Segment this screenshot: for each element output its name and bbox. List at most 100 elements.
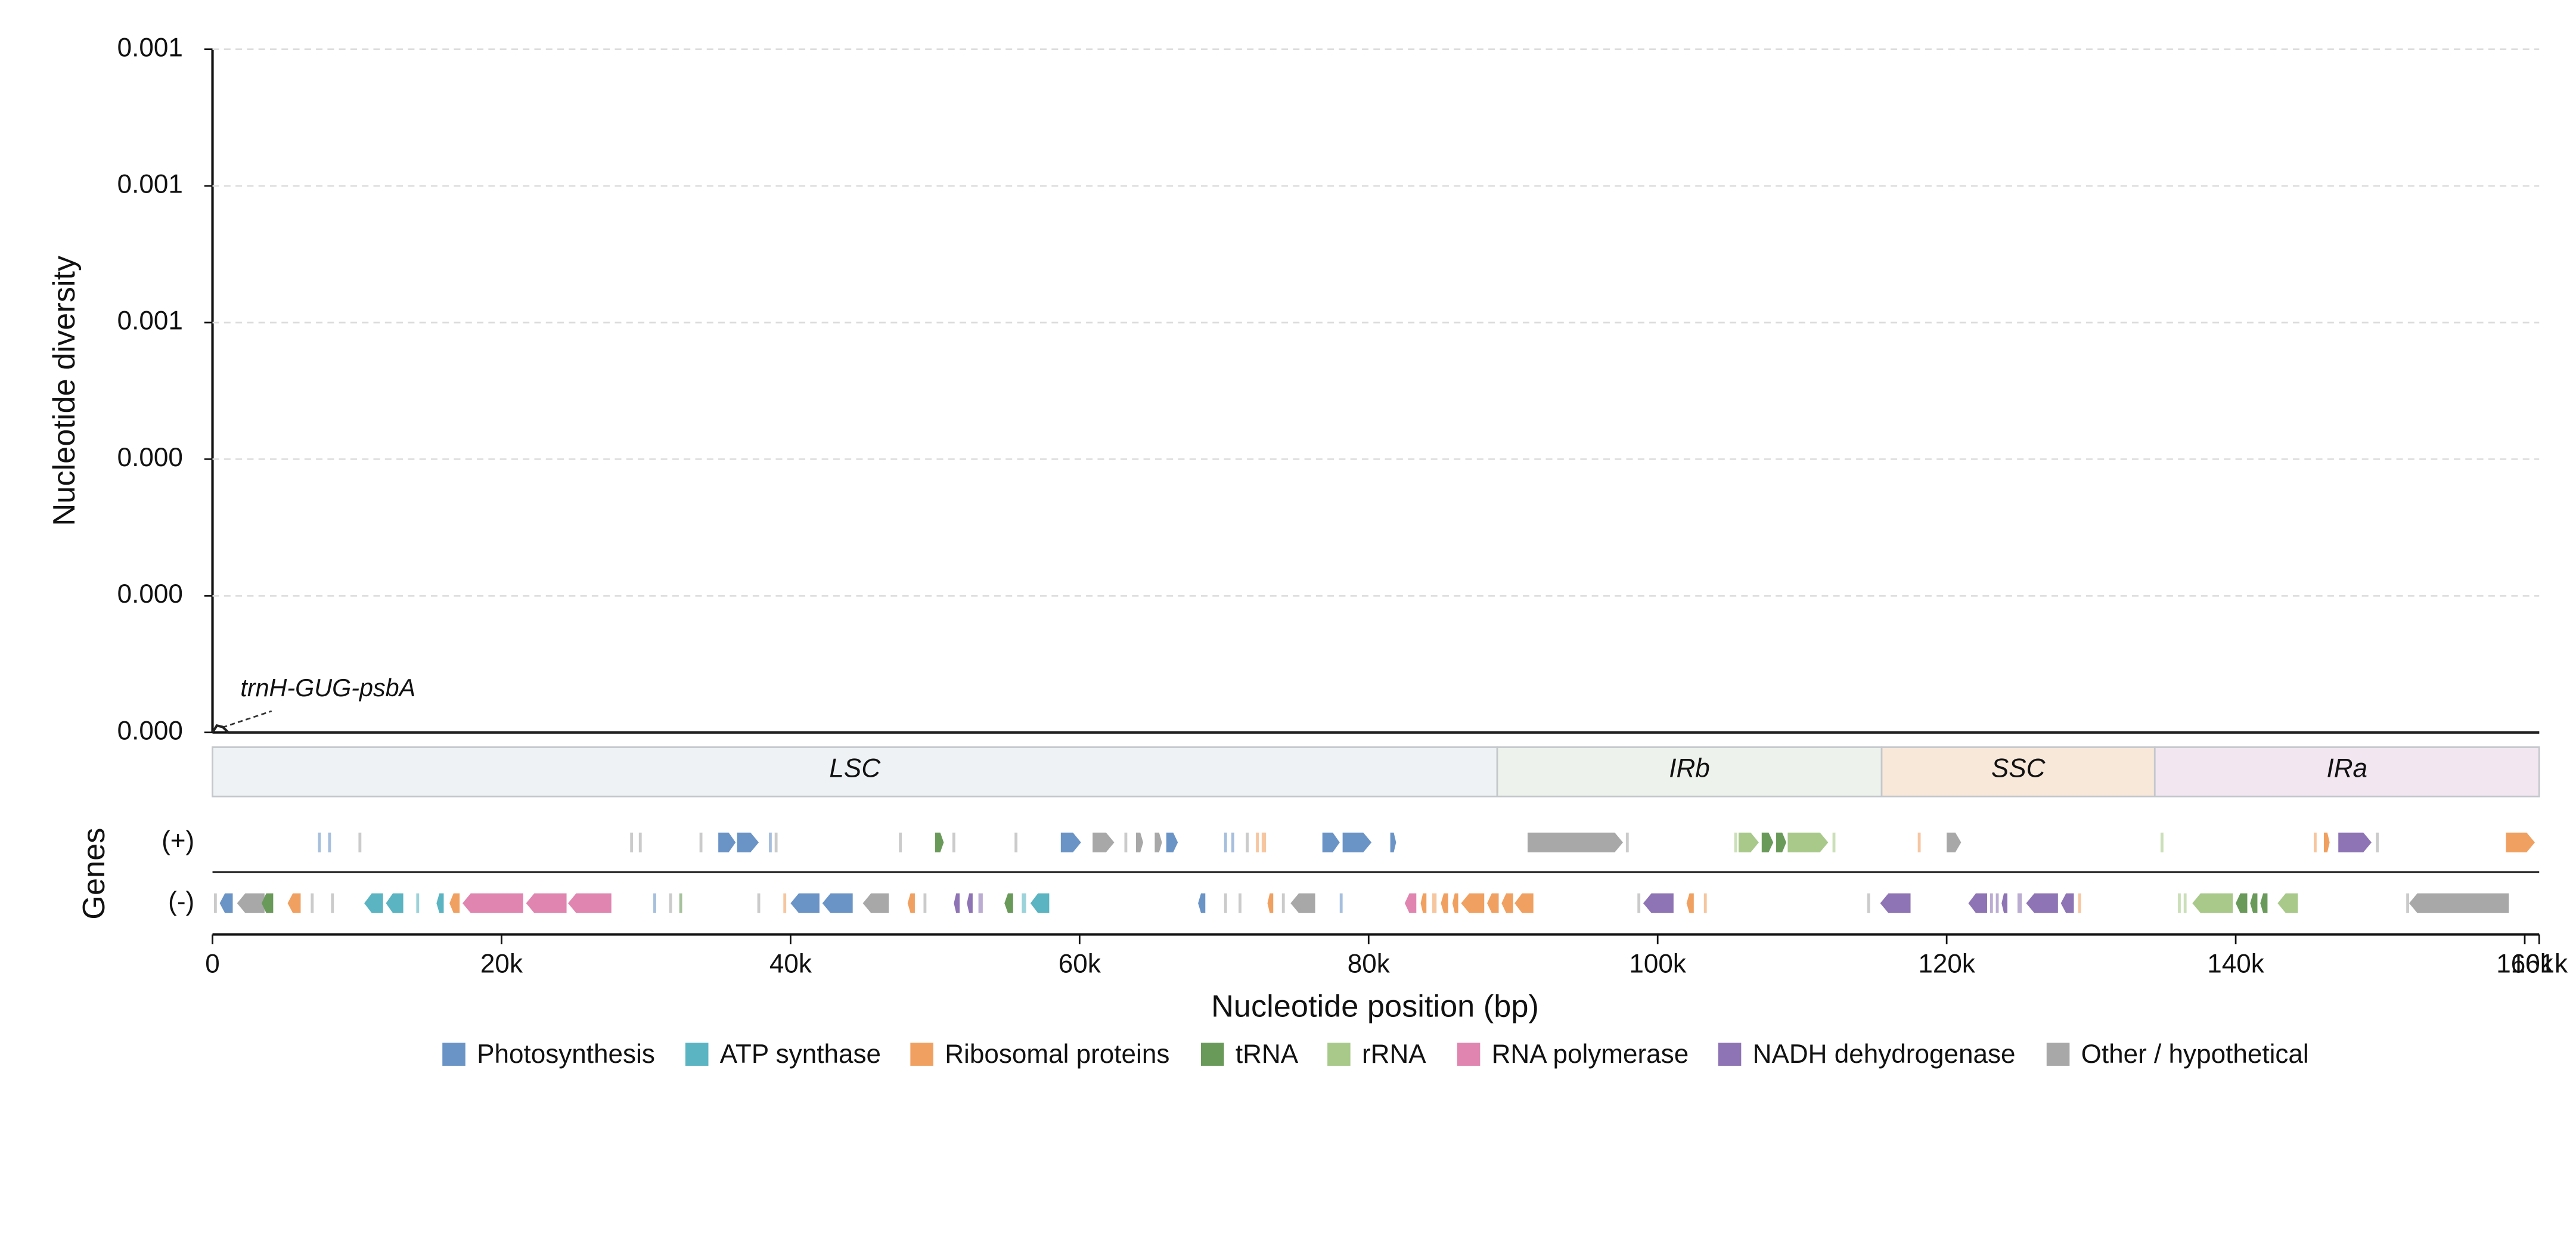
gene xyxy=(1738,832,1759,852)
region-label: LSC xyxy=(829,754,881,783)
gene xyxy=(1734,832,1737,852)
legend-label: ATP synthase xyxy=(720,1040,881,1069)
plus-strand-label: (+) xyxy=(162,826,194,855)
gene xyxy=(2260,893,2268,913)
gene xyxy=(1761,832,1774,852)
gene xyxy=(1514,893,1534,913)
gene xyxy=(630,832,634,852)
gene xyxy=(1267,893,1274,913)
gene xyxy=(862,893,889,913)
gene xyxy=(1420,893,1427,913)
legend-swatch xyxy=(442,1043,465,1066)
gene xyxy=(923,893,927,913)
gene xyxy=(2017,893,2022,913)
gene xyxy=(213,893,217,913)
gene xyxy=(1022,893,1026,913)
minus-strand-label: (-) xyxy=(168,887,194,916)
region-label: IRa xyxy=(2326,754,2367,783)
annotation: trnH-GUG-psbA xyxy=(240,674,415,702)
legend-label: Ribosomal proteins xyxy=(945,1040,1169,1069)
gene xyxy=(1224,893,1227,913)
gene xyxy=(1776,832,1786,852)
gene xyxy=(449,893,460,913)
region xyxy=(212,746,1498,798)
legend-swatch xyxy=(1457,1043,1481,1066)
gene xyxy=(2376,832,2379,852)
gene xyxy=(2313,832,2317,852)
gene xyxy=(2323,832,2330,852)
gene xyxy=(2406,893,2410,913)
x-tick-label: 120k xyxy=(1918,950,1976,979)
gene xyxy=(1261,832,1267,852)
gene xyxy=(1281,893,1285,913)
legend-swatch xyxy=(1718,1043,1742,1066)
gene xyxy=(358,832,362,852)
gene xyxy=(2001,893,2007,913)
legend-swatch xyxy=(2046,1043,2070,1066)
gene xyxy=(436,893,444,913)
gene xyxy=(2409,893,2509,913)
gene xyxy=(2236,893,2248,913)
annotation-leader xyxy=(222,710,272,728)
gene xyxy=(311,893,314,913)
gene xyxy=(1339,893,1343,913)
gene xyxy=(2250,893,2258,913)
gene xyxy=(318,832,321,852)
gene xyxy=(1093,832,1115,852)
gene xyxy=(1166,832,1178,852)
gene xyxy=(899,832,902,852)
legend-label: Other / hypothetical xyxy=(2081,1040,2309,1069)
gene xyxy=(1290,893,1315,913)
gene xyxy=(757,893,761,913)
gene xyxy=(967,893,973,913)
x-tick-label: 160k xyxy=(2496,950,2554,979)
gene xyxy=(954,893,960,913)
gene xyxy=(907,893,915,913)
gene xyxy=(331,893,334,913)
gene xyxy=(1625,832,1629,852)
gene xyxy=(1224,832,1227,852)
gene xyxy=(822,893,853,913)
y-tick-label: 0.000 xyxy=(117,716,183,745)
gene xyxy=(567,893,612,913)
gene xyxy=(783,893,787,913)
gene xyxy=(1968,893,1988,913)
x-tick-label: 40k xyxy=(769,950,812,979)
x-tick-label: 100k xyxy=(1629,950,1687,979)
y-tick-label: 0.000 xyxy=(117,443,183,472)
gene xyxy=(679,893,682,913)
gene xyxy=(1390,832,1396,852)
gene xyxy=(1342,832,1372,852)
gene xyxy=(1060,832,1081,852)
gene xyxy=(1787,832,1829,852)
gene xyxy=(2078,893,2081,913)
gene xyxy=(1239,893,1242,913)
x-tick-label: 161k xyxy=(2510,950,2568,979)
x-tick-label: 140k xyxy=(2207,950,2265,979)
y-axis-label: Nucleotide diversity xyxy=(47,255,82,526)
gene xyxy=(790,893,820,913)
region-label: IRb xyxy=(1669,754,1710,783)
gene xyxy=(718,832,736,852)
gene xyxy=(1004,893,1013,913)
gene xyxy=(2506,832,2535,852)
gene xyxy=(1990,893,1993,913)
region xyxy=(1880,746,2156,798)
gene xyxy=(2338,832,2372,852)
gene xyxy=(261,893,274,913)
gene xyxy=(978,893,983,913)
x-tick-label: 60k xyxy=(1059,950,1101,979)
gene xyxy=(364,893,383,913)
region-label: SSC xyxy=(1991,754,2046,783)
gene xyxy=(526,893,567,913)
gene xyxy=(1030,893,1050,913)
genes-label: Genes xyxy=(77,828,111,920)
gene xyxy=(1246,832,1249,852)
gene xyxy=(1452,893,1458,913)
legend-label: tRNA xyxy=(1236,1040,1299,1069)
gene xyxy=(386,893,404,913)
gene xyxy=(1135,832,1144,852)
gene xyxy=(1527,832,1624,852)
